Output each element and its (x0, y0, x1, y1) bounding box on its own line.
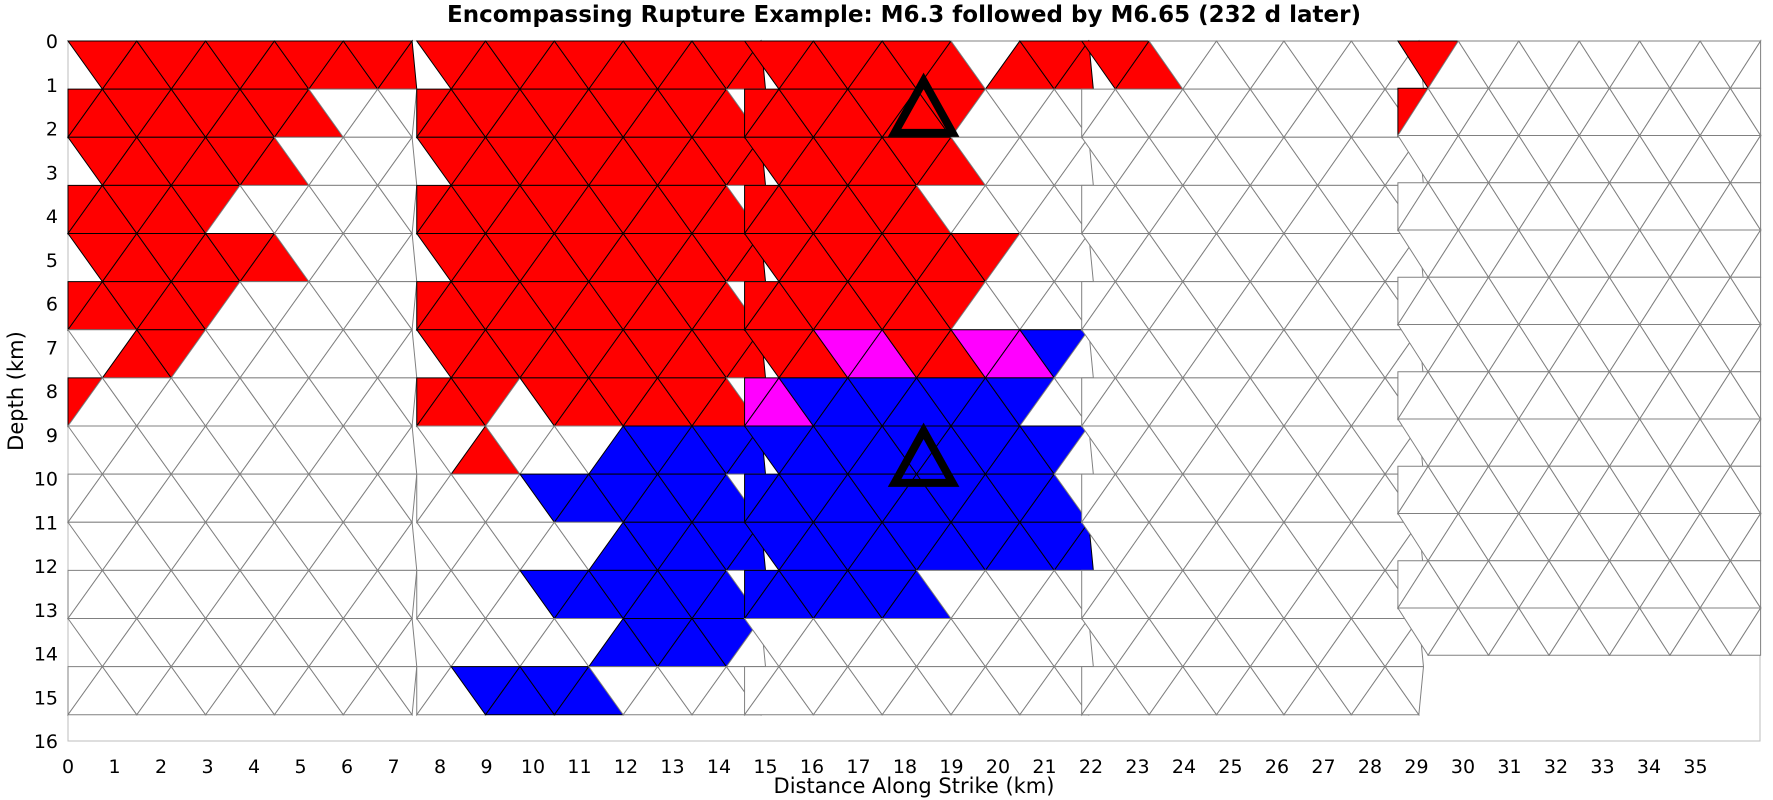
fault-section-5 (1396, 39, 1762, 657)
mesh-triangle (376, 88, 418, 139)
x-tick-label: 12 (614, 756, 638, 778)
x-tick-label: 21 (1032, 756, 1056, 778)
y-tick-label: 0 (46, 31, 58, 53)
mesh-triangle (1729, 87, 1762, 138)
x-tick-labels: 0 1 2 3 4 5 6 7 8 9 10 11 12 13 14 15 16 17 18 19 20 21 22 23 24… (62, 756, 1708, 778)
x-tick-label: 35 (1683, 756, 1707, 778)
x-tick-label: 28 (1358, 756, 1382, 778)
x-tick-label: 13 (660, 756, 684, 778)
y-tick-label: 13 (34, 600, 58, 622)
fault-section-4 (1080, 39, 1425, 717)
x-tick-label: 7 (387, 756, 399, 778)
x-tick-label: 27 (1311, 756, 1335, 778)
x-tick-label: 31 (1497, 756, 1521, 778)
x-tick-label: 22 (1079, 756, 1103, 778)
x-tick-label: 9 (480, 756, 492, 778)
mesh-triangle (1729, 465, 1762, 516)
y-tick-label: 1 (46, 75, 58, 97)
x-tick-label: 23 (1125, 756, 1149, 778)
mesh-triangle (1384, 666, 1425, 717)
x-tick-label: 33 (1590, 756, 1614, 778)
x-axis-label: Distance Along Strike (km) (774, 774, 1055, 798)
x-tick-label: 14 (707, 756, 731, 778)
x-tick-label: 26 (1265, 756, 1289, 778)
y-tick-label: 16 (34, 731, 58, 753)
y-tick-label: 12 (34, 556, 58, 578)
triangle-mesh (67, 39, 1762, 717)
x-tick-label: 29 (1404, 756, 1428, 778)
x-tick-label: 2 (155, 756, 167, 778)
y-tick-label: 14 (34, 644, 58, 666)
mesh-triangle (1729, 606, 1762, 656)
y-tick-label: 5 (46, 250, 58, 272)
x-tick-label: 17 (846, 756, 870, 778)
x-tick-label: 24 (1172, 756, 1196, 778)
plot-area (67, 39, 1762, 742)
mesh-triangle (376, 569, 418, 620)
mesh-triangle (1729, 371, 1762, 421)
x-tick-label: 11 (567, 756, 591, 778)
y-tick-label: 9 (46, 425, 58, 447)
y-tick-label: 6 (46, 294, 58, 316)
fault-section-2 (415, 39, 767, 717)
y-tick-label: 7 (46, 337, 58, 359)
x-tick-label: 10 (521, 756, 545, 778)
x-tick-label: 20 (986, 756, 1010, 778)
x-tick-label: 30 (1451, 756, 1475, 778)
x-tick-label: 19 (939, 756, 963, 778)
fault-section-1 (67, 39, 418, 717)
mesh-triangle (1729, 276, 1762, 327)
mesh-triangle (376, 184, 418, 235)
y-tick-label: 2 (46, 119, 58, 141)
y-tick-label: 15 (34, 687, 58, 709)
y-tick-label: 10 (34, 469, 58, 491)
x-tick-label: 5 (294, 756, 306, 778)
x-tick-label: 16 (800, 756, 824, 778)
hypocenter-marker-1 (887, 72, 960, 137)
mesh-triangle (1729, 560, 1762, 610)
mesh-triangle (1729, 182, 1762, 232)
x-tick-label: 32 (1544, 756, 1568, 778)
hypocenter-markers (887, 72, 960, 487)
x-tick-label: 3 (201, 756, 213, 778)
x-tick-label: 18 (893, 756, 917, 778)
mesh-triangle (376, 666, 418, 717)
mesh-triangle (376, 281, 418, 332)
y-tick-label: 8 (46, 381, 58, 403)
x-tick-label: 1 (108, 756, 120, 778)
x-tick-label: 4 (248, 756, 260, 778)
y-tick-label: 11 (34, 512, 58, 534)
mesh-triangle (376, 377, 418, 428)
y-tick-label: 3 (46, 162, 58, 184)
x-tick-label: 8 (434, 756, 446, 778)
x-tick-label: 34 (1637, 756, 1661, 778)
hypocenter-marker-2 (887, 422, 960, 487)
mesh-triangle (376, 473, 418, 524)
y-tick-label: 4 (46, 206, 58, 228)
x-tick-label: 0 (62, 756, 74, 778)
x-tick-label: 15 (753, 756, 777, 778)
x-tick-label: 6 (341, 756, 353, 778)
x-tick-label: 25 (1218, 756, 1242, 778)
chart-title: Encompassing Rupture Example: M6.3 follo… (447, 2, 1361, 28)
fault-section-3 (743, 39, 1094, 717)
y-axis-label: Depth (km) (4, 331, 28, 451)
